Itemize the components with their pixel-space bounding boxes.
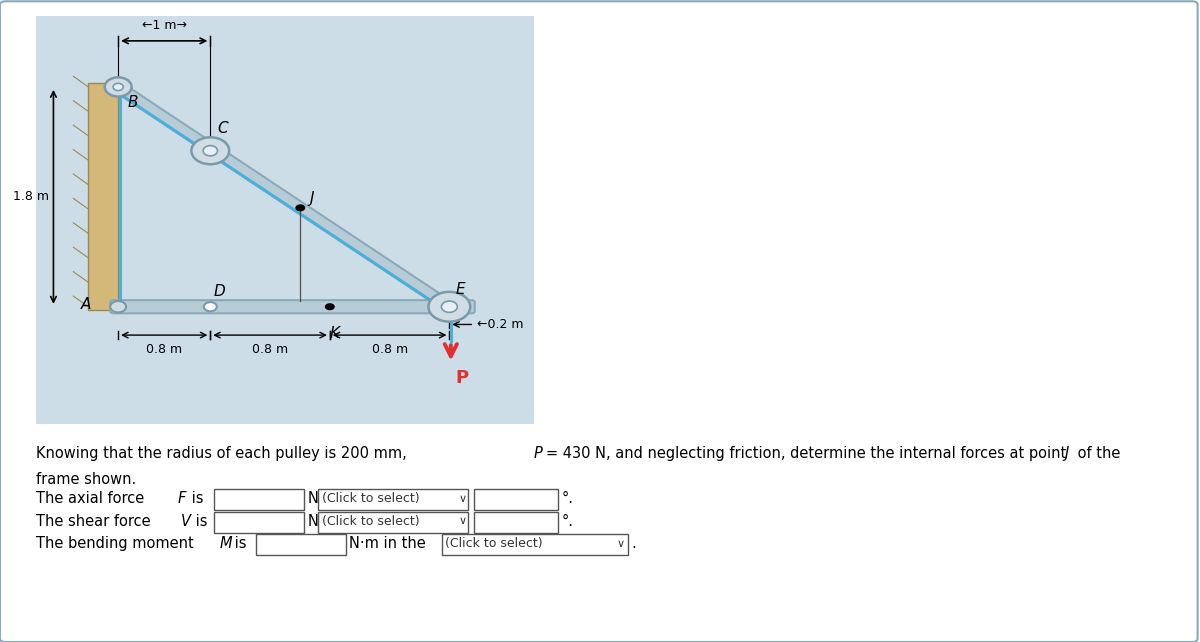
Polygon shape	[114, 83, 454, 310]
Text: (Click to select): (Click to select)	[322, 492, 419, 505]
Text: P: P	[534, 446, 542, 461]
Text: F: F	[178, 491, 186, 507]
Text: A: A	[80, 297, 91, 313]
Circle shape	[110, 301, 126, 313]
Circle shape	[442, 301, 457, 313]
Bar	[89, 83, 118, 310]
Text: °.: °.	[562, 491, 574, 507]
Text: N·m in the: N·m in the	[349, 536, 426, 551]
Text: ←1 m→: ←1 m→	[142, 19, 187, 32]
Text: of the: of the	[1073, 446, 1120, 461]
Text: ∨: ∨	[617, 539, 625, 549]
Text: J: J	[310, 191, 313, 206]
Text: ←0.2 m: ←0.2 m	[476, 318, 523, 331]
Text: is: is	[230, 536, 247, 551]
FancyBboxPatch shape	[110, 300, 475, 313]
Circle shape	[203, 146, 217, 156]
Text: frame shown.: frame shown.	[36, 472, 137, 487]
Circle shape	[113, 83, 124, 91]
Text: The shear force: The shear force	[36, 514, 155, 529]
Text: .: .	[631, 536, 636, 551]
Text: D: D	[214, 284, 226, 299]
Text: N: N	[307, 491, 318, 507]
Text: V: V	[181, 514, 191, 529]
Text: 0.8 m: 0.8 m	[252, 343, 288, 356]
Circle shape	[191, 137, 229, 164]
Text: is: is	[191, 514, 208, 529]
Circle shape	[295, 204, 305, 211]
Circle shape	[204, 302, 217, 311]
Text: °.: °.	[562, 514, 574, 529]
Text: Knowing that the radius of each pulley is 200 mm,: Knowing that the radius of each pulley i…	[36, 446, 412, 461]
Text: N: N	[307, 514, 318, 529]
Text: J: J	[1064, 446, 1069, 461]
Text: M: M	[220, 536, 233, 551]
Text: C: C	[217, 121, 228, 136]
Text: B: B	[127, 95, 138, 110]
Text: K: K	[330, 326, 340, 342]
Text: P: P	[456, 369, 469, 386]
Text: 0.8 m: 0.8 m	[146, 343, 182, 356]
Text: The axial force: The axial force	[36, 491, 149, 507]
Text: is: is	[187, 491, 204, 507]
Text: E: E	[455, 282, 464, 297]
Circle shape	[325, 303, 335, 310]
Text: (Click to select): (Click to select)	[322, 515, 419, 528]
Text: The bending moment: The bending moment	[36, 536, 198, 551]
Circle shape	[104, 78, 132, 96]
Circle shape	[428, 292, 470, 322]
Text: (Click to select): (Click to select)	[445, 537, 542, 550]
Text: = 430 N, and neglecting friction, determine the internal forces at point: = 430 N, and neglecting friction, determ…	[546, 446, 1070, 461]
Text: 1.8 m: 1.8 m	[13, 190, 49, 204]
Text: ∨: ∨	[458, 516, 467, 526]
Text: 0.8 m: 0.8 m	[372, 343, 408, 356]
Text: ∨: ∨	[458, 494, 467, 504]
